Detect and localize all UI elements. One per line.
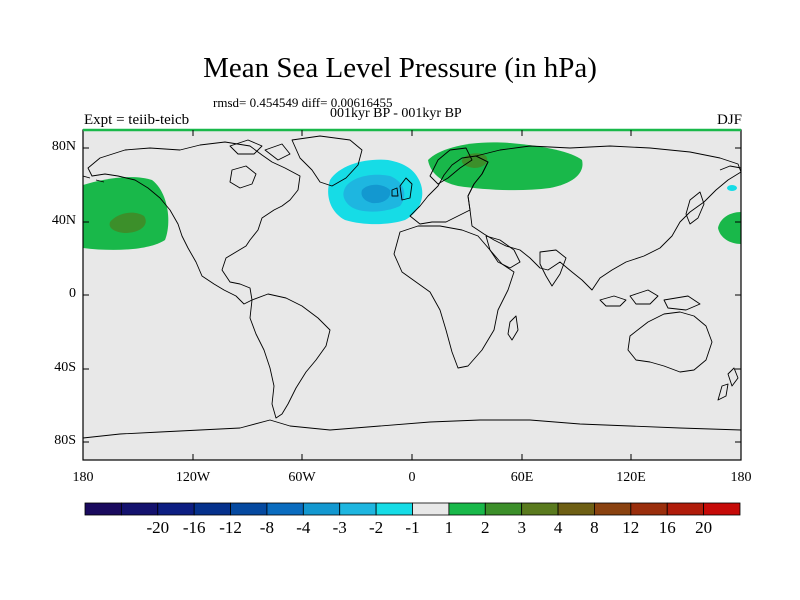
colorbar-label: -8: [259, 518, 274, 537]
coast-aleutians: [83, 165, 741, 183]
colorbar-swatch: [302, 502, 341, 516]
y-tick-80n: 80N: [51, 139, 76, 154]
colorbar-label: 3: [517, 518, 526, 537]
colorbar-label: -16: [182, 518, 206, 537]
colorbar-swatch: [266, 502, 304, 516]
stats-line: rmsd= 0.454549 diff= 0.00616455: [213, 95, 393, 110]
colorbar-label: -4: [296, 518, 311, 537]
colorbar-label: -12: [219, 518, 242, 537]
coast-hudson-bay: [229, 165, 257, 189]
colorbar-swatch: [375, 502, 413, 516]
y-tick-0: 0: [69, 286, 76, 301]
coast-south-america: [249, 293, 331, 419]
x-tick-120e: 120E: [616, 470, 646, 485]
coast-antarctica: [83, 419, 741, 439]
coast-indonesia: [599, 289, 701, 311]
x-tick-120w: 120W: [175, 470, 211, 485]
colorbar-swatch: [193, 502, 231, 516]
x-tick-0: 0: [408, 470, 416, 485]
y-tick-80s: 80S: [54, 433, 76, 448]
colorbar: [84, 502, 741, 516]
colorbar-label: 4: [553, 518, 563, 537]
x-tick-180e: 180: [730, 470, 752, 485]
colorbar-label: 20: [695, 518, 713, 537]
y-tick-marks: [83, 147, 741, 443]
coast-arctic-islands: [229, 139, 291, 161]
coast-australia: [627, 311, 713, 373]
period-line: 001kyr BP - 001kyr BP: [330, 106, 462, 121]
x-tick-180w: 180: [72, 470, 94, 485]
colorbar-swatch: [84, 502, 122, 516]
x-tick-marks: [82, 130, 742, 460]
colorbar-label: 12: [622, 518, 640, 537]
colorbar-swatch: [630, 502, 668, 516]
anomaly-kamchatka: [727, 185, 737, 191]
colorbar-swatch: [339, 502, 377, 516]
colorbar-swatch: [412, 502, 450, 516]
season-label: DJF: [716, 112, 742, 128]
coast-madagascar: [507, 315, 519, 341]
colorbar-label: -2: [369, 518, 384, 537]
colorbar-label: 8: [590, 518, 599, 537]
anomaly-eurasia-light: [428, 142, 583, 191]
coast-british-isles: [391, 177, 413, 201]
coast-india: [539, 249, 567, 287]
colorbar-label: -3: [332, 518, 347, 537]
y-tick-40n: 40N: [51, 213, 76, 228]
colorbar-swatch: [484, 502, 523, 516]
coast-asia: [467, 145, 741, 291]
colorbar-label: -20: [146, 518, 170, 537]
colorbar-swatch: [120, 502, 159, 516]
colorbar-swatch: [557, 502, 595, 516]
coast-scandinavia: [429, 147, 473, 185]
colorbar-swatch: [521, 502, 559, 516]
anomaly-eastpacific: [718, 212, 741, 244]
colorbar-swatch: [703, 502, 741, 516]
colorbar-swatch: [157, 502, 195, 516]
coast-new-zealand: [717, 367, 739, 401]
x-tick-60e: 60E: [510, 470, 534, 485]
x-tick-60w: 60W: [288, 470, 316, 485]
coast-japan: [685, 191, 705, 225]
coast-greenland: [291, 135, 363, 187]
colorbar-swatch: [666, 502, 705, 516]
colorbar-label: 16: [658, 518, 676, 537]
colorbar-swatch: [594, 502, 632, 516]
anomaly-atlantic-dark: [361, 184, 391, 204]
map-title: Mean Sea Level Pressure (in hPa): [203, 52, 597, 84]
anomaly-fields: [83, 142, 741, 250]
colorbar-label: 1: [444, 518, 454, 537]
anomaly-pacific-dark: [109, 212, 146, 233]
coastlines: [83, 135, 741, 439]
coast-north-america: [87, 141, 301, 305]
experiment-label: Expt = teiib-teicb: [84, 112, 190, 128]
coast-arabia: [485, 235, 521, 269]
colorbar-swatch: [230, 502, 268, 516]
colorbar-swatch: [448, 502, 486, 516]
colorbar-label: 2: [481, 518, 490, 537]
y-tick-40s: 40S: [54, 360, 76, 375]
colorbar-label: -1: [405, 518, 420, 537]
coast-africa: [393, 225, 515, 369]
